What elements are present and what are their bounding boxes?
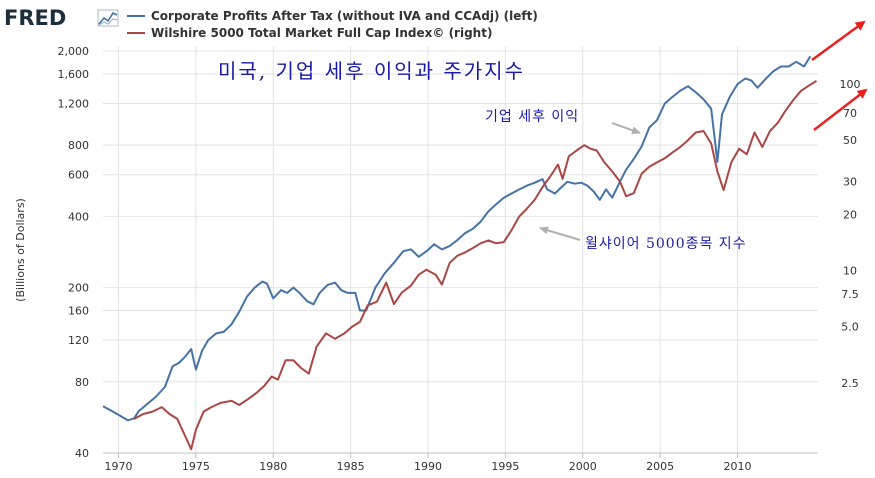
x-tick-label: 2010 — [724, 460, 752, 473]
fred-logo[interactable]: FRED — [4, 6, 119, 30]
chart-title: 미국, 기업 세후 이익과 주가지수 — [218, 59, 525, 83]
y2-tick-label: 7.5 — [841, 288, 859, 301]
plot-background — [103, 46, 818, 453]
y2-tick-label: 2.5 — [841, 377, 859, 390]
fred-wordmark: FRED — [4, 6, 66, 30]
x-tick-label: 1995 — [491, 460, 519, 473]
x-tick-label: 2005 — [646, 460, 674, 473]
annotation-profits: 기업 세후 이익 — [485, 109, 641, 135]
legend-label-profits: Corporate Profits After Tax (without IVA… — [151, 9, 538, 23]
line-chart-icon — [97, 9, 119, 27]
x-tick-label: 1990 — [414, 460, 442, 473]
y2-tick-label: 20 — [843, 208, 857, 221]
annotation-profits-label: 기업 세후 이익 — [485, 109, 579, 125]
trend-arrow-profits — [811, 20, 866, 62]
legend: Corporate Profits After Tax (without IVA… — [127, 9, 538, 40]
trend-arrow-wilshire — [813, 88, 868, 131]
y-tick-label: 600 — [68, 169, 89, 182]
x-tick-label: 1985 — [337, 460, 365, 473]
y2-tick-label: 5.0 — [841, 321, 859, 334]
y2-tick-label: 100 — [840, 78, 861, 91]
y-tick-label: 80 — [75, 376, 89, 389]
y-tick-label: 2,000 — [58, 45, 90, 58]
legend-label-wilshire: Wilshire 5000 Total Market Full Cap Inde… — [151, 26, 492, 40]
series-line-wilshire — [133, 80, 818, 451]
x-tick-label: 1980 — [259, 460, 287, 473]
right-axis: 2.5 5.0 7.5 10 20 30 50 70 100 — [840, 78, 861, 390]
y-tick-label: 800 — [68, 139, 89, 152]
x-tick-label: 1975 — [182, 460, 210, 473]
y-tick-label: 160 — [68, 305, 89, 318]
annotation-wilshire-label: 윌샤이어 5000종목 지수 — [585, 236, 747, 252]
x-axis: 1970 1975 1980 1985 1990 1995 2000 2005 2010 — [103, 452, 818, 473]
annotation-wilshire-arrow — [539, 226, 581, 241]
y2-tick-label: 70 — [843, 107, 857, 120]
left-axis: 40 80 120 160 200 400 600 800 1,200 1,600 2,000 — [58, 45, 90, 460]
gridlines — [103, 46, 818, 454]
y2-tick-label: 30 — [843, 176, 857, 189]
y-tick-label: 200 — [68, 282, 89, 295]
legend-item-wilshire: Wilshire 5000 Total Market Full Cap Inde… — [127, 26, 492, 40]
y-tick-label: 1,200 — [58, 98, 90, 111]
y-tick-label: 400 — [68, 210, 89, 223]
y2-tick-label: 10 — [843, 265, 857, 278]
annotation-profits-arrow — [611, 122, 641, 135]
y2-tick-label: 50 — [843, 134, 857, 147]
x-tick-label: 1970 — [104, 460, 132, 473]
y-axis-title: (Billions of Dollars) — [14, 198, 27, 302]
y-tick-label: 1,600 — [58, 68, 90, 81]
legend-item-profits: Corporate Profits After Tax (without IVA… — [127, 9, 538, 23]
y-tick-label: 40 — [75, 447, 89, 460]
annotation-wilshire: 윌샤이어 5000종목 지수 — [539, 226, 747, 252]
y-tick-label: 120 — [68, 334, 89, 347]
series-layer — [102, 55, 818, 451]
series-line-profits — [102, 55, 812, 422]
x-tick-label: 2000 — [569, 460, 597, 473]
